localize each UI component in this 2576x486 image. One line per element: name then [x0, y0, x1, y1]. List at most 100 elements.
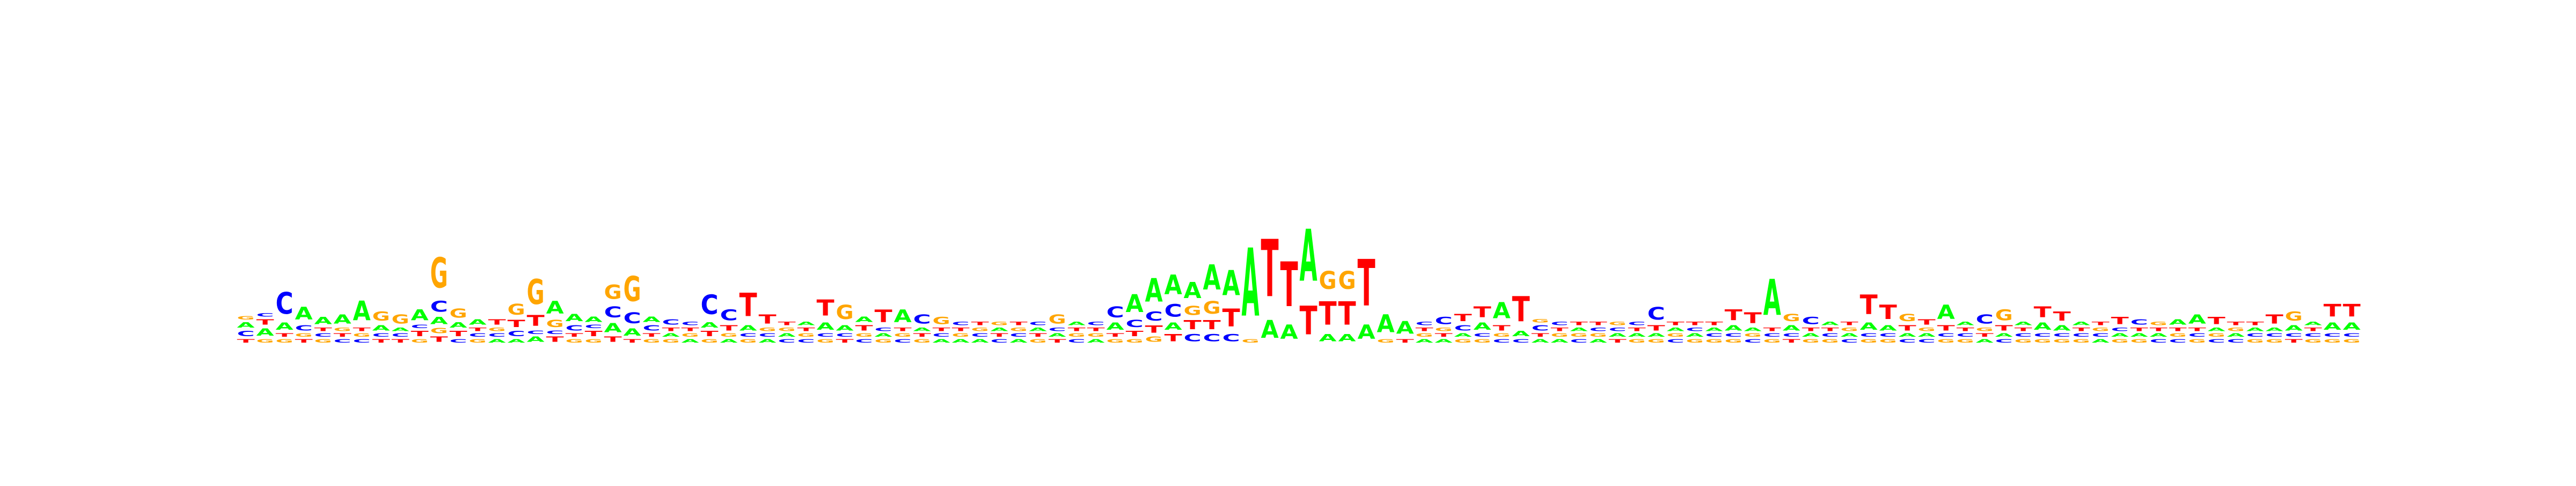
logo-letter-A: A: [391, 327, 409, 332]
logo-letter-G: G: [1937, 338, 1955, 344]
logo-letter-T: T: [1860, 289, 1877, 321]
logo-letter-T: T: [2207, 315, 2225, 327]
logo-letter-G: G: [1377, 338, 1394, 344]
logo-letter-A: A: [1512, 330, 1530, 338]
logo-letter-A: A: [990, 327, 1008, 332]
logo-letter-A: A: [2227, 332, 2244, 338]
logo-letter-C: C: [642, 324, 660, 332]
logo-letter-G: G: [449, 307, 467, 321]
logo-letter-G: G: [1724, 338, 1742, 344]
logo-letter-C: C: [1203, 332, 1220, 344]
logo-position-53: GA: [1241, 229, 1259, 344]
logo-letter-G: G: [1435, 327, 1452, 332]
logo-letter-C: C: [1898, 338, 1916, 344]
logo-letter-T: T: [1454, 312, 1472, 323]
logo-letter-T: T: [1067, 327, 1085, 332]
logo-letter-C: C: [2130, 318, 2148, 327]
logo-letter-C: C: [1705, 332, 1723, 338]
logo-letter-A: A: [1550, 338, 1568, 344]
logo-letter-G: G: [546, 318, 564, 330]
logo-letter-G: G: [584, 338, 602, 344]
logo-letter-C: C: [1724, 332, 1742, 338]
logo-letter-G: G: [1009, 327, 1027, 332]
logo-letter-A: A: [1975, 338, 1993, 344]
logo-letter-G: G: [2188, 338, 2206, 344]
logo-letter-A: A: [1087, 338, 1104, 344]
logo-letter-C: C: [469, 332, 486, 338]
logo-letter-A: A: [1319, 332, 1337, 344]
logo-letter-A: A: [295, 303, 313, 323]
logo-letter-G: G: [295, 332, 312, 338]
logo-letter-C: C: [372, 332, 390, 338]
logo-letter-T: T: [1570, 321, 1587, 327]
logo-letter-A: A: [778, 332, 795, 338]
logo-letter-G: G: [1183, 303, 1201, 317]
logo-letter-C: C: [2188, 332, 2206, 338]
logo-letter-T: T: [2188, 327, 2206, 332]
logo-letter-G: G: [1550, 332, 1568, 338]
logo-letter-A: A: [1145, 273, 1162, 310]
logo-letter-G: G: [1125, 338, 1143, 344]
logo-letter-C: C: [584, 324, 602, 330]
logo-letter-T: T: [1531, 332, 1549, 338]
logo-letter-C: C: [836, 332, 853, 338]
logo-letter-C: C: [816, 332, 834, 338]
logo-position-55: AT: [1280, 249, 1298, 344]
logo-position-54: AT: [1261, 223, 1279, 344]
logo-letter-G: G: [1473, 338, 1491, 344]
logo-letter-C: C: [2227, 338, 2244, 344]
logo-letter-C: C: [1087, 321, 1104, 327]
logo-letter-C: C: [1975, 313, 1993, 327]
logo-letter-G: G: [758, 327, 776, 332]
logo-letter-G: G: [2207, 332, 2225, 338]
logo-letter-C: C: [1802, 315, 1819, 327]
logo-letter-C: C: [1956, 332, 1974, 338]
logo-letter-T: T: [275, 332, 293, 338]
logo-letter-C: C: [2323, 332, 2341, 338]
logo-letter-T: T: [2265, 312, 2283, 327]
logo-letter-T: T: [1975, 332, 1993, 338]
logo-letter-A: A: [1918, 332, 1935, 338]
logo-letter-G: G: [1763, 338, 1781, 344]
logo-letter-C: C: [720, 306, 737, 323]
logo-letter-T: T: [932, 327, 950, 332]
logo-letter-T: T: [1145, 324, 1162, 335]
logo-letter-C: C: [1183, 332, 1201, 344]
logo-letter-T: T: [1415, 327, 1433, 332]
logo-letter-T: T: [1879, 301, 1897, 324]
logo-letter-A: A: [1492, 298, 1511, 323]
logo-letter-C: C: [1589, 327, 1607, 332]
logo-letter-C: C: [1164, 301, 1182, 321]
logo-letter-C: C: [797, 338, 815, 344]
logo-letter-A: A: [971, 338, 989, 344]
logo-letter-A: A: [1705, 327, 1723, 332]
logo-letter-C: C: [1222, 332, 1240, 344]
logo-letter-T: T: [1009, 321, 1027, 327]
logo-letter-C: C: [391, 332, 409, 338]
logo-letter-C: C: [565, 324, 583, 332]
logo-letter-C: C: [333, 338, 351, 344]
logo-letter-T: T: [469, 327, 486, 332]
logo-letter-C: C: [1860, 332, 1877, 338]
logo-letter-T: T: [2111, 315, 2128, 327]
